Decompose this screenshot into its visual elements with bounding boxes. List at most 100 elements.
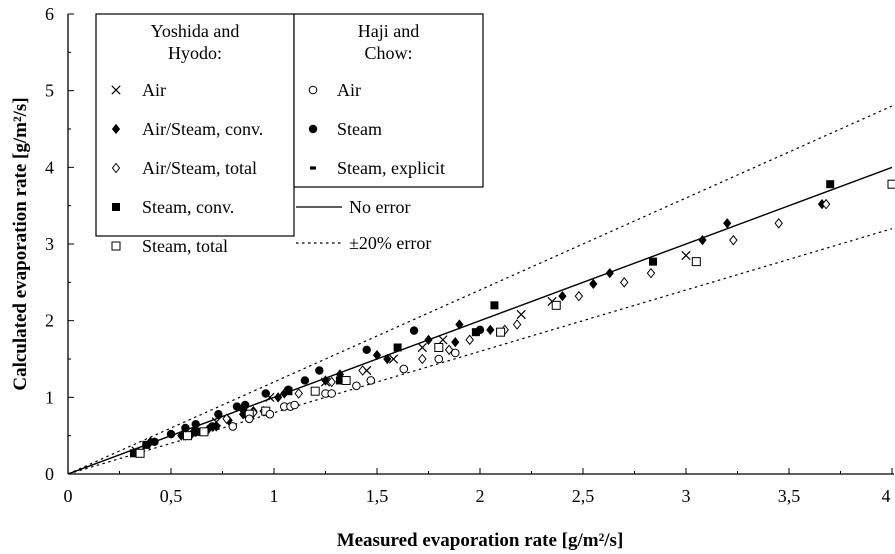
legend-header-yoshida-hyodo: Yoshida and — [151, 21, 240, 41]
point-haji-and-chow-air — [290, 400, 299, 410]
point-haji-and-chow-air — [352, 381, 361, 391]
point-haji-and-chow-steam — [166, 429, 176, 439]
reference-lines — [68, 105, 892, 474]
y-tick-label: 3 — [45, 234, 54, 254]
legend-marker — [111, 162, 121, 174]
point-haji-and-chow-air — [327, 389, 336, 398]
point-yoshida-and-hyodo-steam-conv- — [471, 328, 480, 337]
legend-label: Air/Steam, conv. — [142, 119, 263, 139]
point-yoshida-and-hyodo-air-steam-total — [358, 365, 367, 376]
point-yoshida-and-hyodo-steam-total — [182, 431, 192, 441]
x-tick-label: 2,5 — [572, 486, 595, 506]
point-haji-and-chow-steam — [240, 400, 250, 410]
legend-label: Steam, total — [142, 236, 228, 256]
x-tick-label: 1 — [270, 486, 279, 506]
point-yoshida-and-hyodo-steam-conv- — [649, 257, 658, 266]
point-haji-and-chow-air — [399, 364, 409, 374]
y-axis-title: Calculated evaporation rate [g/m²/s] — [10, 97, 31, 390]
point-haji-and-chow-steam — [362, 345, 371, 354]
point-yoshida-and-hyodo-steam-conv- — [142, 440, 151, 449]
legend-marker — [308, 85, 318, 95]
point-yoshida-and-hyodo-air-steam-conv- — [605, 267, 614, 279]
point-haji-and-chow-air — [434, 354, 444, 364]
point-haji-and-chow-air — [450, 348, 460, 358]
point-yoshida-and-hyodo-air-steam-total — [619, 277, 629, 288]
legend-no-error-label: No error — [349, 197, 410, 217]
point-haji-and-chow-air — [265, 409, 275, 419]
x-tick-label: 3,5 — [778, 486, 801, 506]
point-yoshida-and-hyodo-steam-conv- — [826, 180, 835, 189]
point-yoshida-and-hyodo-air-steam-total — [222, 413, 231, 425]
point-yoshida-and-hyodo-air — [388, 354, 399, 364]
legend-marker — [308, 124, 318, 134]
point-yoshida-and-hyodo-steam-total — [496, 327, 506, 337]
error-band-line — [68, 228, 892, 474]
legend-box-haji-chow — [293, 13, 484, 188]
point-haji-and-chow-air — [366, 376, 376, 385]
legend-header-yoshida-hyodo: Hyodo: — [168, 43, 222, 63]
point-yoshida-and-hyodo-air-steam-total — [444, 344, 454, 356]
y-tick-label: 2 — [45, 311, 54, 331]
point-yoshida-and-hyodo-air-steam-total — [327, 376, 336, 388]
point-yoshida-and-hyodo-air — [417, 342, 427, 353]
point-yoshida-and-hyodo-steam-conv- — [335, 376, 344, 385]
data-points — [129, 179, 895, 458]
point-yoshida-and-hyodo-air — [516, 309, 526, 320]
point-haji-and-chow-steam — [284, 385, 293, 394]
point-yoshida-and-hyodo-air-steam-conv- — [455, 319, 464, 330]
legend-box-yoshida-hyodo — [95, 13, 295, 237]
legend-marker — [111, 241, 121, 251]
y-tick-label: 5 — [45, 81, 54, 101]
point-yoshida-and-hyodo-air-steam-total — [729, 234, 738, 246]
point-yoshida-and-hyodo-air-steam-total — [821, 198, 831, 210]
point-yoshida-and-hyodo-air-steam-conv- — [486, 324, 495, 336]
x-tick-label: 2 — [476, 486, 485, 506]
point-yoshida-and-hyodo-air-steam-conv- — [451, 336, 460, 348]
legend-label: Steam, conv. — [142, 197, 234, 217]
point-yoshida-and-hyodo-air-steam-conv- — [558, 290, 567, 302]
point-yoshida-and-hyodo-air-steam-conv- — [321, 375, 330, 386]
point-yoshida-and-hyodo-air-steam-conv- — [698, 235, 707, 246]
y-tick-label: 4 — [45, 157, 54, 177]
x-tick-label: 0 — [64, 486, 73, 506]
point-yoshida-and-hyodo-steam-conv- — [129, 449, 138, 458]
axes: 0 0,5 1 1,5 2 2,5 3 3,5 4 0 1 2 3 4 5 6 — [45, 4, 894, 506]
no-error-line — [68, 166, 892, 474]
legend-label: Steam, explicit — [337, 158, 445, 178]
point-yoshida-and-hyodo-air-steam-total — [294, 388, 303, 399]
point-haji-and-chow-steam — [191, 419, 200, 429]
point-yoshida-and-hyodo-air — [681, 250, 691, 261]
legend-label: Steam — [337, 119, 382, 139]
point-haji-and-chow-steam — [208, 422, 217, 431]
point-haji-and-chow-steam — [475, 325, 485, 335]
legend-label: Air — [337, 80, 361, 100]
y-tick-label: 0 — [45, 464, 54, 484]
point-yoshida-and-hyodo-steam-conv- — [393, 343, 402, 352]
point-yoshida-and-hyodo-air-steam-total — [774, 217, 783, 229]
point-yoshida-and-hyodo-air-steam-conv- — [723, 218, 732, 229]
x-tick-label: 0,5 — [160, 486, 183, 506]
point-yoshida-and-hyodo-steam-total — [341, 375, 351, 385]
point-yoshida-and-hyodo-steam-total — [434, 343, 444, 352]
y-tick-label: 6 — [45, 4, 54, 24]
error-band-line — [68, 105, 892, 474]
point-yoshida-and-hyodo-air-steam-conv- — [383, 353, 392, 365]
point-yoshida-and-hyodo-air-steam-total — [646, 267, 656, 279]
point-yoshida-and-hyodo-steam-total — [691, 257, 701, 267]
point-haji-and-chow-air — [228, 422, 238, 431]
point-yoshida-and-hyodo-air-steam-total — [574, 290, 584, 302]
point-haji-and-chow-steam — [214, 410, 223, 419]
point-yoshida-and-hyodo-air-steam-total — [418, 353, 427, 365]
legend-error-band-label: ±20% error — [349, 233, 431, 253]
legend-label: Air/Steam, total — [142, 158, 257, 178]
point-yoshida-and-hyodo-steam-total — [551, 300, 561, 310]
x-tick-label: 4 — [882, 486, 891, 506]
point-yoshida-and-hyodo-steam-total — [310, 386, 320, 396]
x-axis-title: Measured evaporation rate [g/m²/s] — [337, 530, 624, 551]
legend-marker — [111, 85, 121, 95]
point-yoshida-and-hyodo-steam-total — [887, 179, 895, 189]
point-yoshida-and-hyodo-air-steam-total — [512, 319, 522, 330]
point-yoshida-and-hyodo-steam-total — [135, 448, 145, 458]
point-yoshida-and-hyodo-air-steam-conv- — [274, 392, 283, 403]
